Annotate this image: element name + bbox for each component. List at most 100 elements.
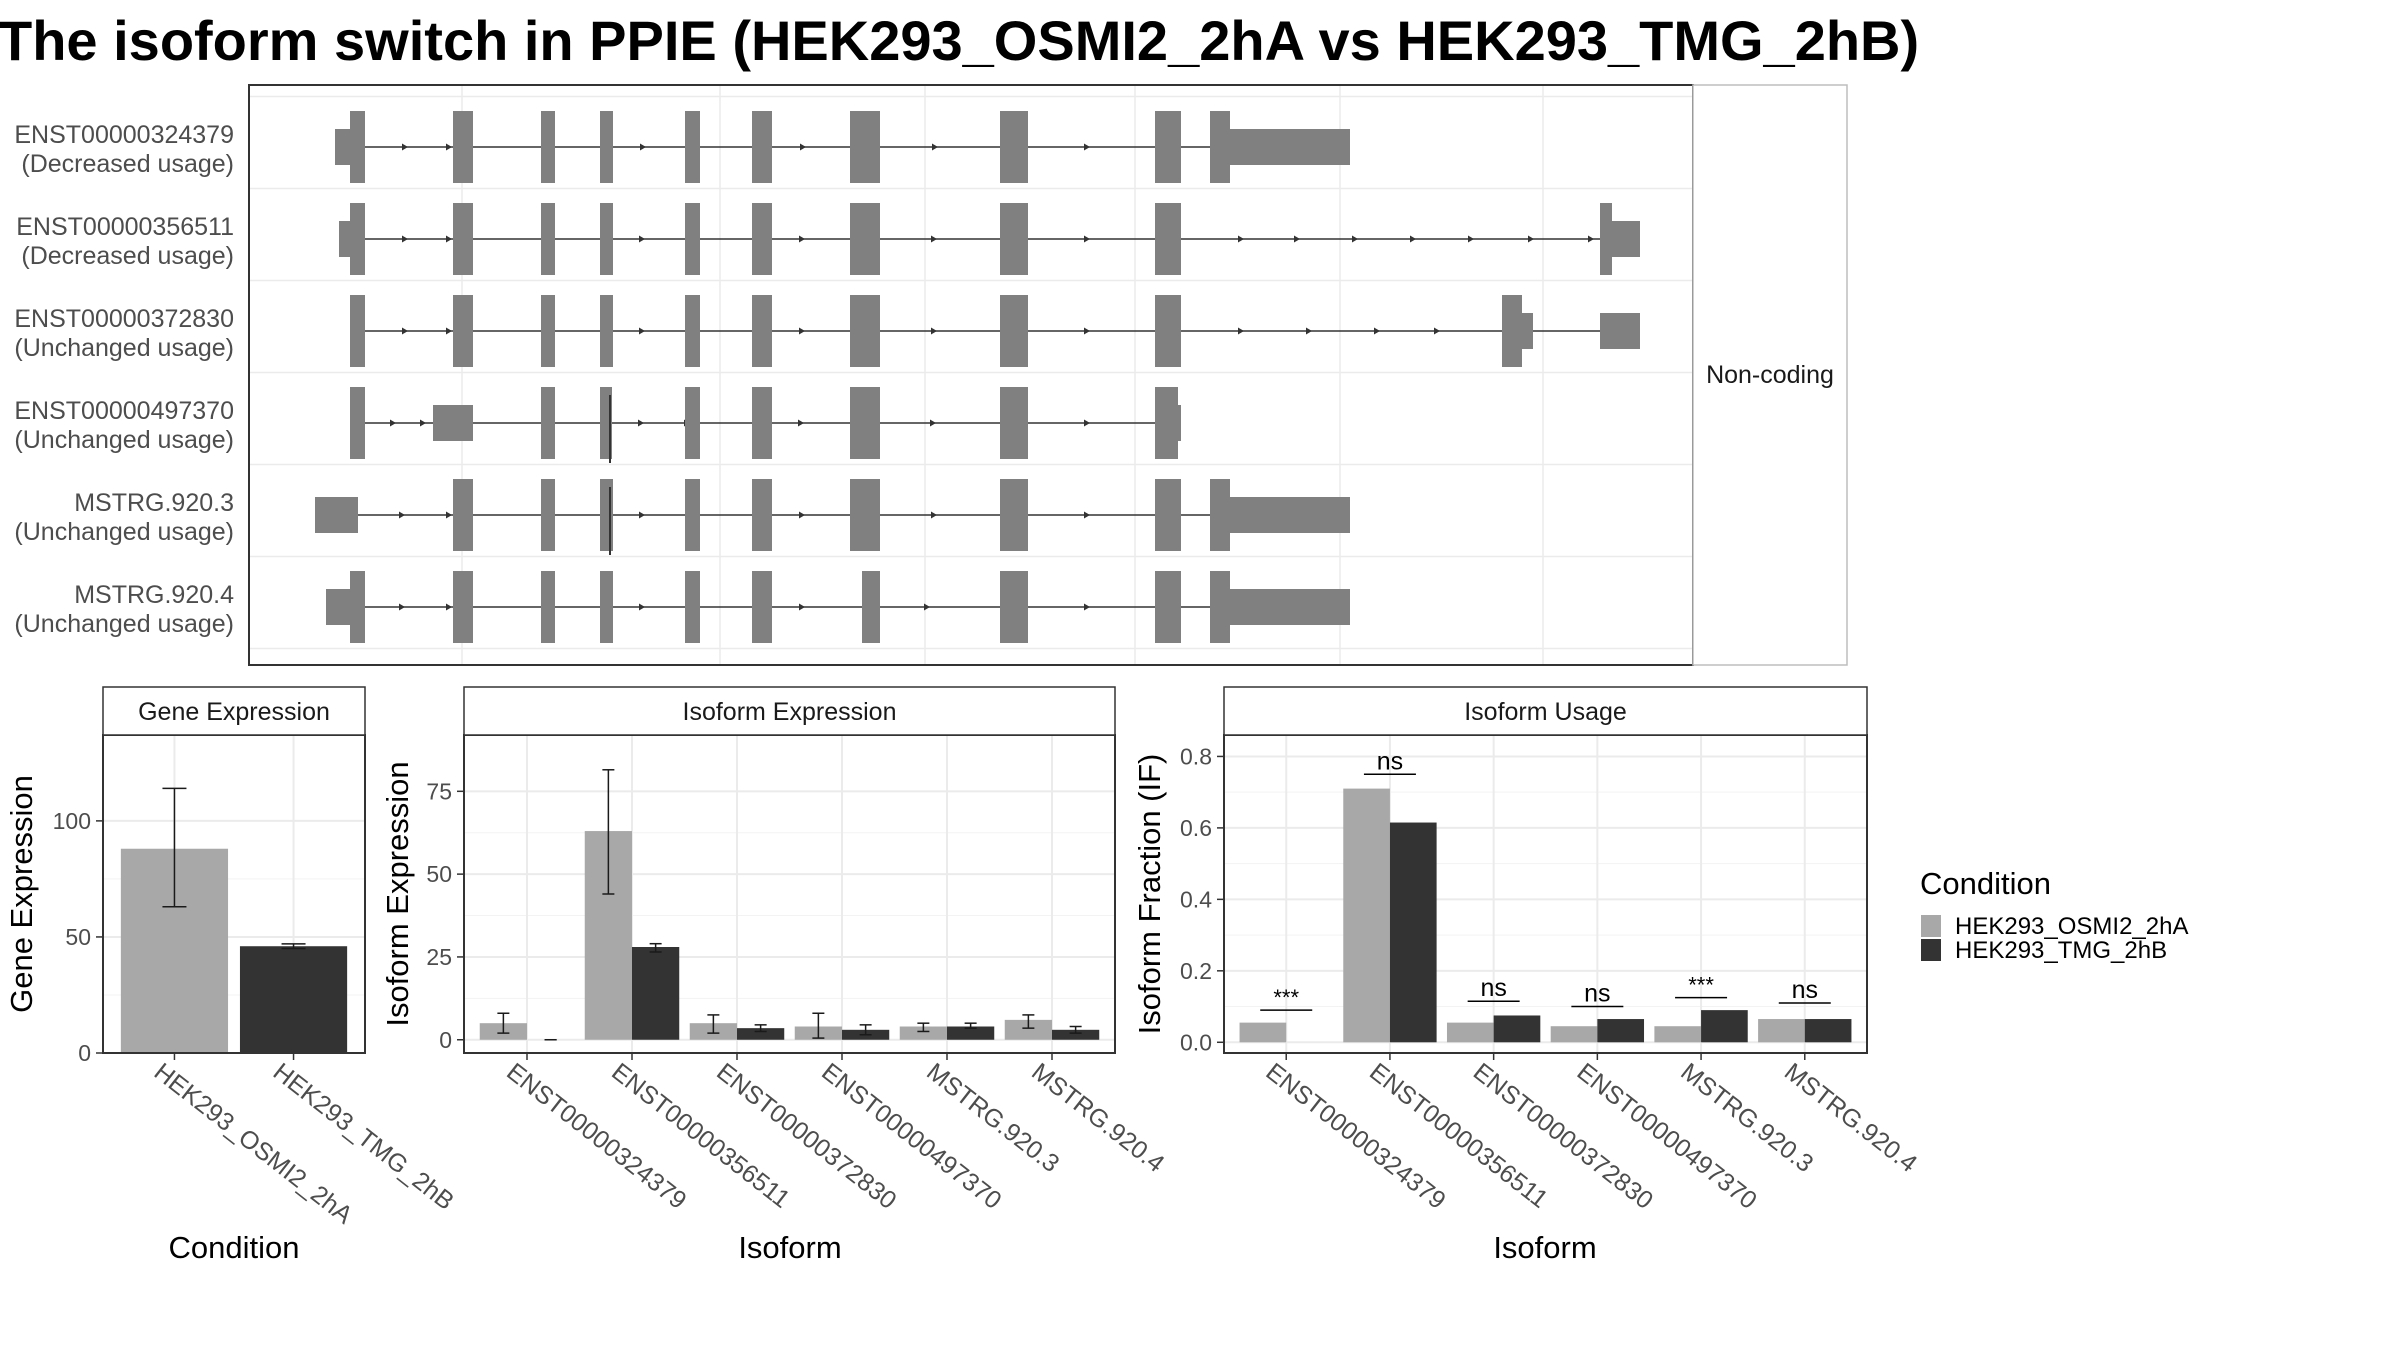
- exon-block: [752, 571, 772, 643]
- exon-block: [1230, 589, 1350, 625]
- exon-block: [685, 203, 700, 275]
- exon-block: [1178, 405, 1181, 441]
- direction-arrow: [800, 143, 806, 151]
- direction-arrow: [1084, 327, 1090, 335]
- direction-arrow: [390, 419, 396, 427]
- direction-arrow: [446, 235, 452, 243]
- y-tick-label: 0.0: [1180, 1029, 1212, 1055]
- exon-block: [541, 111, 555, 183]
- exon-block: [600, 111, 613, 183]
- bar: [947, 1026, 995, 1040]
- bar: [1701, 1010, 1748, 1043]
- exon-block: [685, 571, 700, 643]
- direction-arrow: [1468, 235, 1474, 243]
- direction-arrow: [446, 143, 452, 151]
- transcript-track: [339, 203, 1640, 275]
- y-tick-label: 50: [65, 924, 91, 950]
- strip-label: Non-coding: [1706, 361, 1834, 389]
- y-tick-label: 0: [439, 1027, 452, 1053]
- x-tick-label: HEK293_OSMI2_2hA: [149, 1058, 358, 1230]
- significance-label: ns: [1377, 747, 1403, 775]
- exon-block: [541, 387, 555, 459]
- exon-block: [1210, 479, 1230, 551]
- bar: [1004, 1019, 1052, 1040]
- direction-arrow: [799, 603, 805, 611]
- x-axis-title: Condition: [169, 1230, 300, 1265]
- exon-block: [752, 387, 772, 459]
- y-tick-label: 75: [426, 778, 452, 804]
- bar: [1052, 1029, 1100, 1040]
- legend-label-cond1: HEK293_OSMI2_2hA: [1955, 913, 2188, 940]
- exon-block: [350, 295, 365, 367]
- transcript-track: [326, 571, 1350, 643]
- direction-arrow: [402, 143, 408, 151]
- direction-arrow: [924, 603, 930, 611]
- x-tick-label: ENST00000497370: [1572, 1058, 1762, 1215]
- x-tick-label: ENST00000497370: [816, 1058, 1006, 1215]
- direction-arrow: [799, 235, 805, 243]
- isoform-usage-label: (Unchanged usage): [14, 334, 234, 362]
- exon-block: [1000, 203, 1028, 275]
- bar-charts: Gene Expression050100HEK293_OSMI2_2hAHEK…: [4, 686, 1922, 1265]
- figure-title: The isoform switch in PPIE (HEK293_OSMI2…: [0, 9, 1919, 72]
- structure-gridlines: [250, 86, 1692, 664]
- y-tick-label: 0.8: [1180, 743, 1212, 769]
- exon-block: [453, 479, 473, 551]
- direction-arrow: [640, 143, 646, 151]
- direction-arrow: [1084, 419, 1090, 427]
- x-tick-label: ENST00000324379: [1261, 1058, 1451, 1215]
- exon-block: [1000, 571, 1028, 643]
- exon-block: [1210, 111, 1230, 183]
- isoform-id-label: ENST00000356511: [16, 213, 234, 241]
- direction-arrow: [1374, 327, 1380, 335]
- y-tick-label: 0: [78, 1040, 91, 1066]
- exon-block: [1522, 313, 1533, 349]
- exon-block: [1155, 295, 1181, 367]
- direction-arrow: [931, 327, 937, 335]
- direction-arrow: [1084, 235, 1090, 243]
- exon-block: [335, 129, 350, 165]
- isoform-usage-label: (Unchanged usage): [14, 610, 234, 638]
- bar: [1804, 1019, 1852, 1043]
- exon-block: [541, 203, 555, 275]
- exon-block: [350, 387, 365, 459]
- exon-block: [1600, 313, 1640, 349]
- direction-arrow: [1084, 511, 1090, 519]
- direction-arrow: [1528, 235, 1534, 243]
- isoform-usage-label: (Unchanged usage): [14, 426, 234, 454]
- strip-box: [1692, 84, 1848, 666]
- bar: [737, 1028, 785, 1040]
- exon-block: [600, 571, 613, 643]
- x-tick-label: ENST00000356511: [1364, 1058, 1553, 1214]
- bar: [239, 946, 348, 1053]
- exon-block: [752, 111, 772, 183]
- exon-block: [850, 387, 880, 459]
- exon-block: [1155, 387, 1178, 459]
- transcript-track: [350, 387, 1181, 463]
- significance-label: ***: [1273, 985, 1299, 1010]
- y-tick-label: 25: [426, 944, 452, 970]
- direction-arrow: [1352, 235, 1358, 243]
- strip-label: Isoform Expression: [683, 698, 897, 726]
- exon-block: [453, 295, 473, 367]
- direction-arrow: [639, 511, 645, 519]
- direction-arrow: [1238, 235, 1244, 243]
- bar: [632, 947, 680, 1040]
- exon-block: [685, 387, 700, 459]
- bar: [1343, 788, 1390, 1043]
- exon-block: [315, 497, 358, 533]
- y-axis-title: Isoform Fraction (IF): [1132, 754, 1167, 1035]
- chart-panel: *** ns ns ns *** ns Isoform Usage 0.0 0.2 0.4 0.6 0…: [1132, 686, 1922, 1265]
- direction-arrow: [446, 511, 452, 519]
- bar: [1597, 1019, 1645, 1043]
- direction-arrow: [399, 511, 405, 519]
- exon-block: [685, 479, 700, 551]
- strip-box: [463, 686, 1116, 736]
- direction-arrow: [1084, 143, 1090, 151]
- direction-arrow: [446, 603, 452, 611]
- structure-panel-border: [248, 84, 1694, 666]
- y-axis-title: Isoform Expression: [380, 761, 415, 1026]
- exon-block: [685, 111, 700, 183]
- y-tick-label: 100: [53, 808, 91, 834]
- x-tick-label: ENST00000324379: [501, 1058, 691, 1215]
